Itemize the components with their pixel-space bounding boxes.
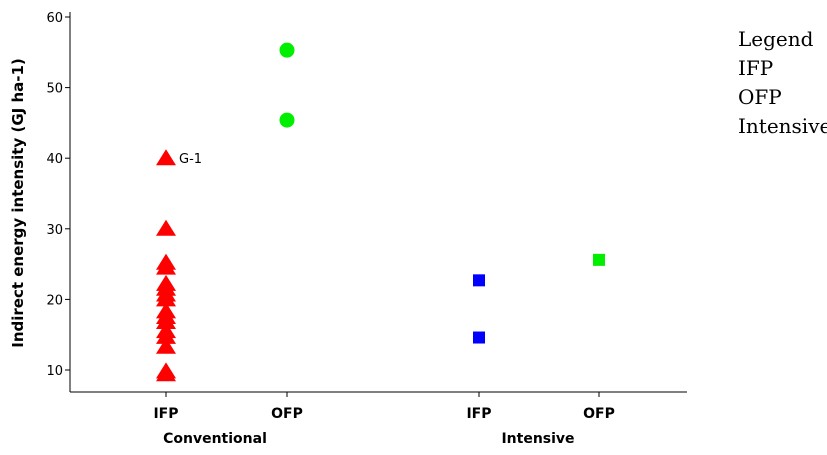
legend: Legend IFP OFP Intensive: [738, 27, 827, 138]
x-group-label: Conventional: [163, 431, 267, 447]
y-tick-label: 10: [46, 364, 63, 379]
data-point-triangle: [156, 327, 176, 344]
data-point-triangle: [156, 149, 176, 166]
y-tick-label: 50: [46, 82, 63, 97]
data-point-triangle: [156, 337, 176, 354]
x-tick-label: OFP: [271, 406, 303, 422]
x-group-label: Intensive: [501, 431, 574, 447]
y-axis-title: Indirect energy intensity (GJ ha-1): [9, 58, 27, 348]
y-tick-label: 20: [46, 293, 63, 308]
data-point-triangle: [156, 365, 176, 382]
data-point-square: [473, 331, 485, 344]
data-point-circle: [279, 112, 295, 128]
y-tick-label: 30: [46, 223, 63, 238]
y-tick-label: 60: [46, 11, 63, 26]
legend-item-ifp: IFP: [738, 56, 773, 80]
data-point-triangle: [156, 290, 176, 307]
legend-title: Legend: [738, 27, 814, 51]
y-tick-label: 40: [46, 152, 63, 167]
legend-item-intensive: Intensive: [738, 114, 827, 138]
x-tick-label: IFP: [153, 406, 178, 422]
annotations: G-1: [179, 152, 202, 167]
data-points: [156, 42, 605, 382]
data-point-triangle: [156, 312, 176, 329]
y-axis: 10 20 30 40 50 60: [46, 11, 71, 392]
data-point-triangle: [156, 258, 176, 275]
legend-item-ofp: OFP: [738, 85, 782, 109]
data-point-square: [473, 274, 485, 287]
x-tick-label: IFP: [466, 406, 491, 422]
data-point-circle: [279, 42, 295, 58]
x-tick-label: OFP: [583, 406, 615, 422]
data-point-square: [593, 253, 605, 266]
point-annotation: G-1: [179, 152, 202, 167]
data-point-triangle: [156, 219, 176, 236]
